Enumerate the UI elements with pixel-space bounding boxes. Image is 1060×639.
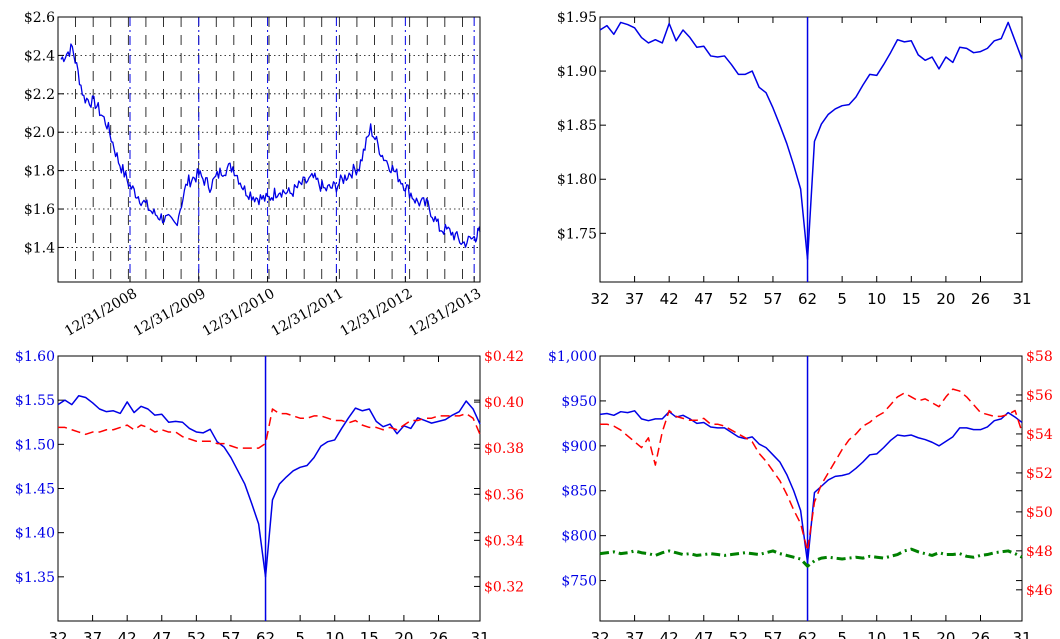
- series-line-1: [599, 410, 1023, 564]
- y2-tick-label: $0.32: [484, 579, 524, 595]
- y-tick-label: $1.35: [15, 570, 55, 586]
- x-tick-label: 12/31/2009: [131, 286, 209, 340]
- y2-tick-label: $58: [1026, 349, 1053, 365]
- y2-tick-label: $0.36: [484, 487, 524, 503]
- y2-tick-label: $50: [1026, 505, 1053, 521]
- y2-tick-label: $0.34: [484, 533, 524, 549]
- y2-tick-label: $0.38: [484, 441, 524, 457]
- x-tick-label: 31: [1012, 629, 1031, 639]
- plot-frame: [57, 355, 481, 622]
- y-tick-label: $2.6: [24, 10, 55, 26]
- y-tick-label: $1.6: [24, 202, 55, 218]
- x-tick-label: 57: [763, 629, 782, 639]
- y-tick-label: $1.85: [557, 118, 597, 134]
- x-tick-label: 32: [48, 629, 67, 639]
- x-tick-label: 10: [867, 290, 886, 308]
- x-tick-label: 31: [1012, 290, 1031, 308]
- x-tick-label: 12/31/2011: [268, 286, 346, 340]
- x-tick-label: 26: [429, 629, 448, 639]
- chart-top-left: $2.6$2.4$2.2$2.0$1.8$1.6$1.412/31/200812…: [24, 10, 484, 340]
- x-tick-label: 12/31/2010: [200, 286, 278, 340]
- y2-tick-label: $52: [1026, 466, 1053, 482]
- x-tick-label: 12/31/2012: [337, 286, 415, 340]
- x-tick-label: 15: [360, 629, 379, 639]
- series-line-1: [599, 21, 1023, 261]
- chart-bottom-right: $1,000 $950 $900 $850 $800 $750 $58 $56 $54 $52 $5…: [548, 349, 1053, 639]
- x-tick-label: 57: [763, 290, 782, 308]
- x-tick-label: 52: [729, 629, 748, 639]
- x-tick-label: 37: [83, 629, 102, 639]
- x-tick-label: 5: [837, 629, 847, 639]
- x-tick-label: 32: [590, 290, 609, 308]
- y2-tick-label: $56: [1026, 388, 1053, 404]
- y-tick-label: $850: [561, 484, 597, 500]
- x-tick-label: 20: [936, 629, 955, 639]
- y-tick-label: $2.2: [24, 87, 55, 103]
- y-tick-label: $1.8: [24, 164, 55, 180]
- y2-tick-label: $46: [1026, 583, 1053, 599]
- x-tick-label: 12/31/2013: [406, 286, 484, 340]
- x-tick-label: 47: [152, 629, 171, 639]
- y-tick-label: $800: [561, 529, 597, 545]
- x-tick-label: 20: [394, 629, 413, 639]
- x-tick-label: 62: [798, 629, 817, 639]
- y2-tick-label: $48: [1026, 544, 1053, 560]
- x-tick-label: 10: [325, 629, 344, 639]
- x-tick-label: 52: [187, 629, 206, 639]
- y-tick-label: $1.55: [15, 393, 55, 409]
- plot-frame: [57, 16, 481, 283]
- x-tick-label: 31: [470, 629, 489, 639]
- x-tick-label: 26: [971, 290, 990, 308]
- x-tick-label: 10: [867, 629, 886, 639]
- y-tick-label: $1.60: [15, 349, 55, 365]
- series-line-2: [600, 388, 1023, 552]
- y-tick-label: $1.40: [15, 526, 55, 542]
- y-tick-label: $900: [561, 439, 597, 455]
- y2-tick-label: $0.40: [484, 395, 524, 411]
- x-tick-label: 42: [118, 629, 137, 639]
- x-tick-label: 20: [936, 290, 955, 308]
- y-tick-label: $2.4: [24, 48, 55, 64]
- x-tick-label: 26: [971, 629, 990, 639]
- y2-tick-label: $0.42: [484, 349, 524, 365]
- y-tick-label: $1.80: [557, 172, 597, 188]
- plot-frame: [599, 16, 1023, 283]
- y-tick-label: $950: [561, 394, 597, 410]
- x-tick-label: 62: [798, 290, 817, 308]
- y-tick-label: $1.50: [15, 437, 55, 453]
- x-tick-label: 52: [729, 290, 748, 308]
- series-line-3: [599, 547, 1023, 568]
- x-tick-label: 37: [625, 629, 644, 639]
- y-tick-label: $2.0: [24, 125, 55, 141]
- x-tick-label: 15: [902, 290, 921, 308]
- x-tick-label: 47: [694, 290, 713, 308]
- x-tick-label: 42: [660, 290, 679, 308]
- x-tick-label: 32: [590, 629, 609, 639]
- x-tick-label: 62: [256, 629, 275, 639]
- x-tick-label: 5: [295, 629, 305, 639]
- x-tick-label: 5: [837, 290, 847, 308]
- y-tick-label: $750: [561, 574, 597, 590]
- series-line: [60, 43, 481, 248]
- y-tick-label: $1,000: [548, 349, 597, 365]
- x-tick-label: 47: [694, 629, 713, 639]
- x-tick-label: 12/31/2008: [62, 286, 140, 340]
- plot-frame: [599, 355, 1023, 622]
- y-tick-label: $1.4: [24, 240, 55, 256]
- series-line-1: [57, 395, 481, 578]
- y-tick-label: $1.45: [15, 482, 55, 498]
- y-tick-label: $1.90: [557, 64, 597, 80]
- y-tick-label: $1.75: [557, 226, 597, 242]
- chart-top-right: $1.95 $1.90 $1.85 $1.80 $1.75 32 37 42 47 52 57 62 5…: [557, 10, 1032, 308]
- x-tick-label: 57: [221, 629, 240, 639]
- x-tick-label: 15: [902, 629, 921, 639]
- x-tick-label: 42: [660, 629, 679, 639]
- series-line-2: [58, 408, 481, 449]
- y-tick-label: $1.95: [557, 10, 597, 26]
- chart-bottom-left: $1.60 $1.55 $1.50 $1.45 $1.40 $1.35 $0.42 $0.40…: [15, 349, 524, 639]
- y2-tick-label: $54: [1026, 427, 1053, 443]
- x-tick-label: 37: [625, 290, 644, 308]
